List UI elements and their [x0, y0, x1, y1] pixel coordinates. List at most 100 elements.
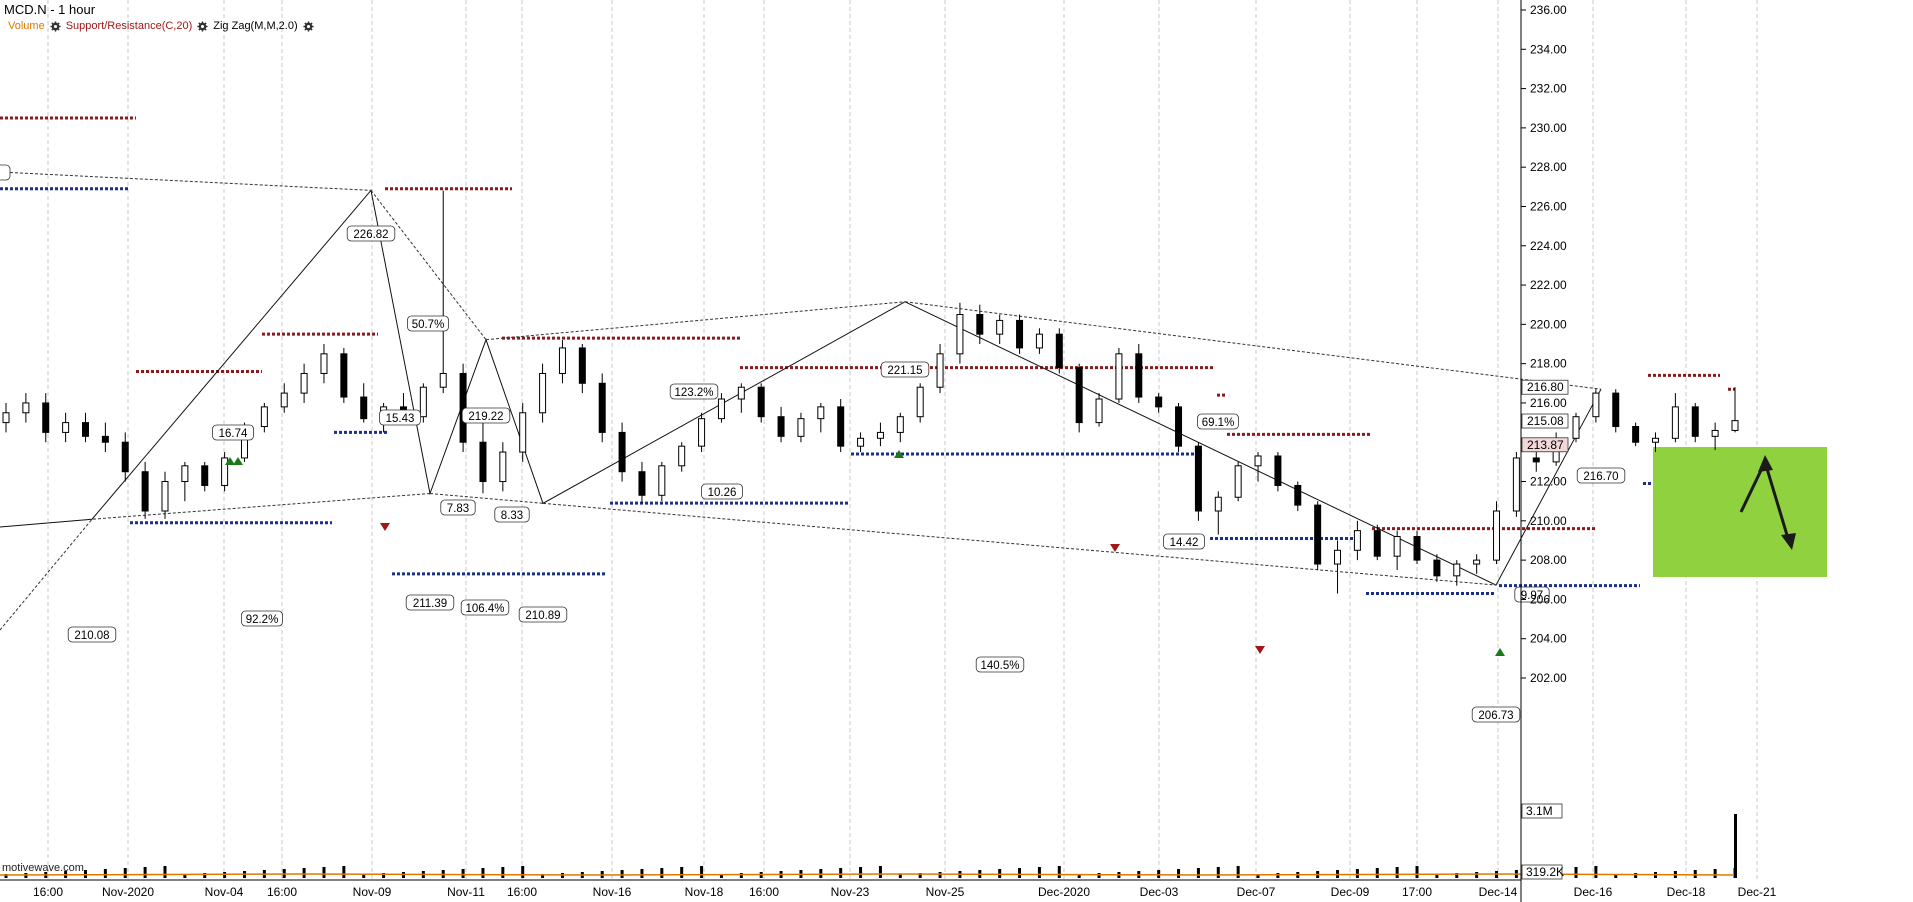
- candle: [221, 457, 229, 486]
- candle: [777, 416, 785, 437]
- pivot-label-box: [346, 225, 396, 242]
- ratio-label: 106.4%: [465, 603, 504, 615]
- y-tick-label: 216.00: [1530, 396, 1567, 410]
- volume-bar: [1634, 873, 1638, 878]
- volume-bar: [1177, 869, 1181, 878]
- candle: [1314, 504, 1322, 565]
- swing-label: 8.33: [501, 510, 523, 522]
- candle: [1194, 445, 1202, 512]
- price-label-box: [1521, 413, 1569, 429]
- buy-signal-marker: [1495, 648, 1505, 656]
- ratio-label-box: [0, 164, 11, 181]
- zigzag-line: [0, 189, 1602, 586]
- swing-label-box: [701, 483, 743, 500]
- candle: [1234, 465, 1242, 498]
- volume-bar: [1216, 867, 1220, 878]
- price-label: 213.87: [1527, 438, 1564, 452]
- candle: [300, 372, 308, 394]
- y-tick-label: 234.00: [1530, 42, 1567, 56]
- candle: [1731, 420, 1739, 431]
- y-tick-label: 224.00: [1530, 239, 1567, 253]
- candle: [201, 465, 209, 486]
- pivot-label-box: [1471, 706, 1521, 723]
- candle: [717, 398, 725, 420]
- candle: [340, 353, 348, 398]
- indicator-zigzag-label[interactable]: Zig Zag(M,M,2.0): [213, 20, 298, 32]
- swing-label-box: [212, 424, 254, 441]
- volume-bar: [660, 868, 664, 878]
- candle: [996, 319, 1004, 335]
- volume-bar: [302, 868, 306, 878]
- y-tick-label: 202.00: [1530, 671, 1567, 685]
- volume-bar: [640, 869, 644, 878]
- volume-bar: [382, 873, 386, 878]
- indicator-legend: Volume Support/Resistance(C,20) Zig Zag(…: [8, 20, 314, 32]
- swing-label-box: [494, 506, 530, 523]
- candle: [916, 386, 924, 418]
- x-tick-label: Nov-16: [593, 885, 632, 899]
- candle: [101, 435, 109, 443]
- candle: [1373, 530, 1381, 557]
- x-tick-label: Dec-18: [1667, 885, 1706, 899]
- candle: [1254, 455, 1262, 467]
- volume-bar: [1375, 868, 1379, 878]
- x-tick-label: Dec-14: [1479, 885, 1518, 899]
- pivot-label-box: [880, 361, 930, 378]
- y-tick-label: 230.00: [1530, 121, 1567, 135]
- x-tick-label: Dec-21: [1738, 885, 1777, 899]
- indicator-volume-label[interactable]: Volume: [8, 20, 45, 32]
- swing-label: 9.97: [1521, 590, 1543, 602]
- volume-bar: [362, 874, 366, 878]
- ratio-label-box: [669, 383, 719, 400]
- x-tick-label: Nov-23: [831, 885, 870, 899]
- candle: [1652, 437, 1660, 443]
- y-tick-label: 236.00: [1530, 3, 1567, 17]
- candle: [837, 406, 845, 447]
- candle: [519, 412, 527, 453]
- candle: [1135, 353, 1143, 398]
- pivot-label: 221.15: [887, 365, 922, 377]
- volume-label: 319.2K: [1526, 865, 1564, 879]
- volume-bar: [1574, 867, 1578, 878]
- volume-bar: [461, 869, 465, 878]
- y-tick-label: 222.00: [1530, 278, 1567, 292]
- volume-label-box: [1521, 864, 1563, 880]
- gear-icon[interactable]: [50, 20, 61, 32]
- indicator-sr-label[interactable]: Support/Resistance(C,20): [65, 20, 193, 32]
- pivot-label-box: [461, 407, 511, 424]
- price-label: 216.80: [1527, 380, 1564, 394]
- candle: [876, 431, 884, 439]
- ratio-label-box: [460, 599, 510, 616]
- x-tick-label: 16:00: [507, 885, 537, 899]
- candle: [618, 431, 626, 473]
- volume-bar: [1157, 870, 1161, 878]
- volume-bar: [1355, 869, 1359, 878]
- candle: [936, 353, 944, 388]
- x-tick-label: 16:00: [749, 885, 779, 899]
- candle: [658, 465, 666, 496]
- gear-icon[interactable]: [303, 20, 314, 32]
- ratio-label-box: [241, 610, 283, 627]
- volume-bar: [878, 866, 882, 878]
- volume-bar: [1097, 873, 1101, 878]
- candle: [479, 441, 487, 483]
- gear-icon[interactable]: [197, 20, 208, 32]
- zigzag-retrace: [370, 190, 487, 340]
- swing-label-box: [1514, 586, 1550, 603]
- watermark: motivewave.com: [2, 862, 84, 874]
- volume-bar: [918, 873, 922, 878]
- price-label-box: [1521, 437, 1569, 453]
- volume-bar: [1455, 873, 1459, 878]
- candle: [419, 386, 427, 418]
- swing-label: 15.43: [386, 413, 415, 425]
- candle: [1592, 392, 1600, 418]
- candle: [1016, 319, 1024, 349]
- volume-spike: [1734, 814, 1737, 878]
- volume-label-box: [1521, 803, 1563, 819]
- volume-bar: [1395, 867, 1399, 878]
- volume-bar: [1196, 868, 1200, 878]
- x-tick-label: Nov-11: [447, 885, 485, 899]
- volume-bar: [739, 873, 743, 878]
- ratio-label: 50.7%: [412, 319, 445, 331]
